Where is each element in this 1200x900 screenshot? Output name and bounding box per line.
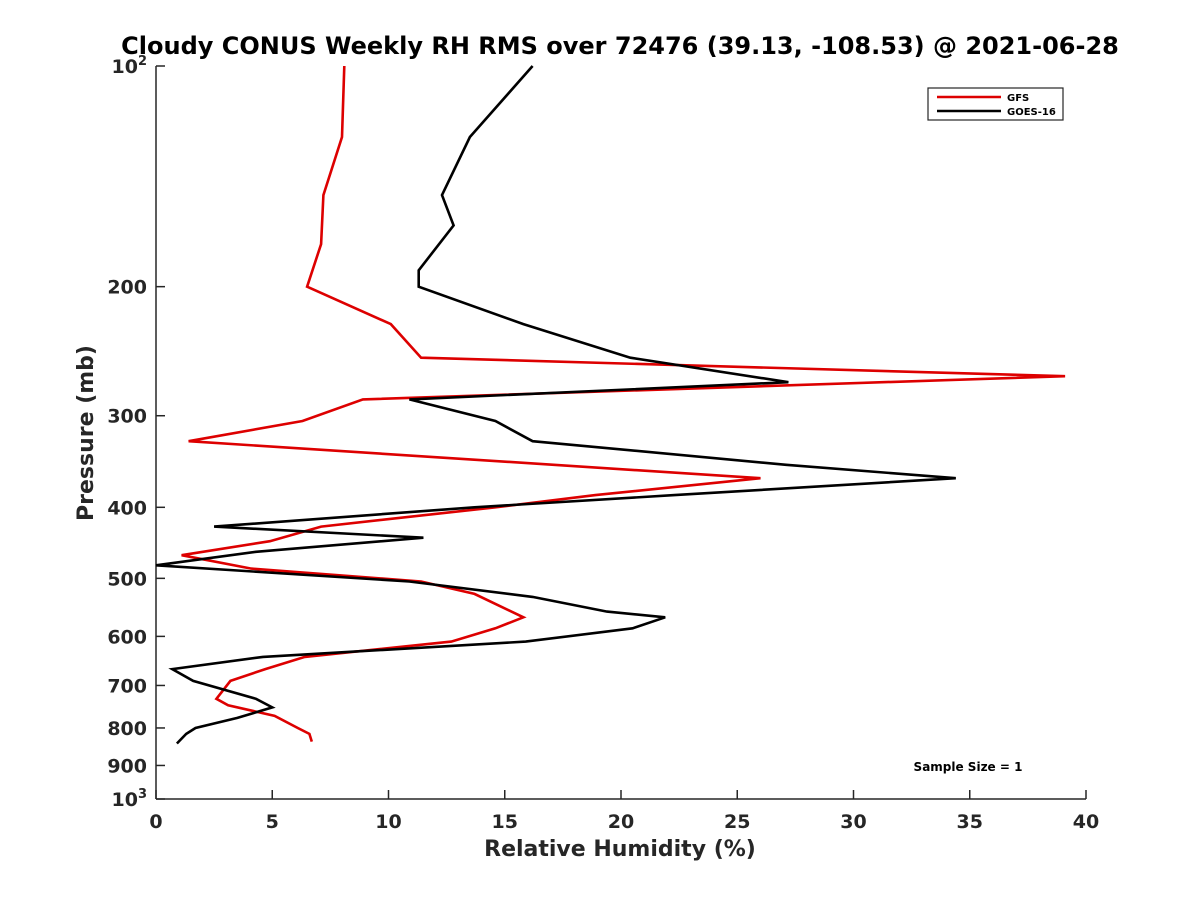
y-tick-label: 200 [107, 277, 147, 299]
legend-label-gfs: GFS [1007, 93, 1029, 104]
y-tick-label-base: 10 [112, 789, 138, 811]
y-tick-label: 103 [112, 787, 148, 811]
x-tick-label: 25 [724, 811, 750, 833]
y-tick-label: 700 [107, 675, 147, 697]
y-axis-label: Pressure (mb) [74, 345, 99, 521]
y-tick-label: 300 [107, 406, 147, 428]
y-tick-label-base: 10 [112, 56, 138, 78]
legend-box [927, 87, 1064, 121]
x-tick-label: 0 [149, 811, 162, 833]
x-tick-label: 10 [375, 811, 401, 833]
legend-label-goes16: GOES-16 [1007, 107, 1056, 118]
chart-title: Cloudy CONUS Weekly RH RMS over 72476 (3… [121, 32, 1119, 60]
x-tick-label: 40 [1073, 811, 1099, 833]
y-tick-label: 900 [107, 755, 147, 777]
x-tick-label: 20 [608, 811, 634, 833]
x-axis-ticks: 0 5 10 15 20 25 30 35 40 [149, 790, 1099, 833]
y-tick-label: 102 [112, 54, 148, 78]
series-lines [155, 65, 1066, 745]
x-tick-label: 35 [957, 811, 983, 833]
y-tick-label-exponent: 3 [138, 787, 147, 802]
series-line-goes16 [155, 65, 956, 745]
plot-area: 0 5 10 15 20 25 30 35 40 10220030040050060070080… [107, 54, 1099, 833]
x-tick-label: 15 [492, 811, 518, 833]
y-tick-label: 500 [107, 568, 147, 590]
y-tick-label-exponent: 2 [138, 54, 147, 69]
x-tick-label: 5 [266, 811, 279, 833]
y-tick-label: 800 [107, 718, 147, 740]
x-axis-label: Relative Humidity (%) [484, 837, 756, 862]
y-tick-label: 400 [107, 497, 147, 519]
y-tick-label: 600 [107, 626, 147, 648]
series-line-gfs [181, 65, 1066, 742]
x-tick-label: 30 [840, 811, 866, 833]
sample-size-annotation: Sample Size = 1 [914, 760, 1023, 774]
legend: GFS GOES-16 [927, 87, 1064, 121]
